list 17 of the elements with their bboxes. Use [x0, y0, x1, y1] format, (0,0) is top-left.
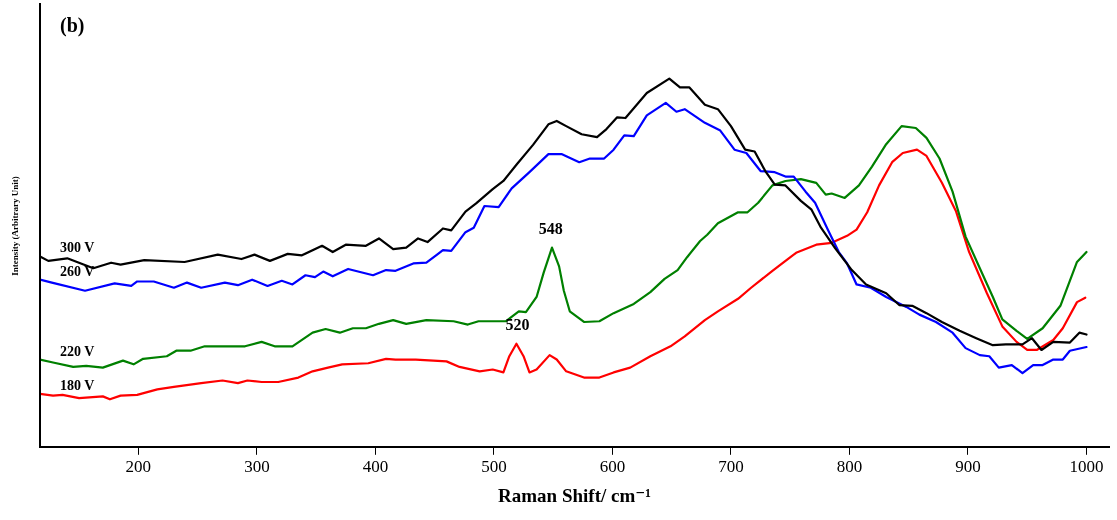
series-label: 220 V	[60, 343, 95, 359]
x-tick-label: 900	[955, 457, 981, 477]
series-label: 180 V	[60, 377, 95, 393]
x-tick-label: 800	[836, 457, 863, 477]
annotation: 520	[505, 315, 530, 333]
x-tick-label: 700	[718, 457, 744, 477]
x-tick-label: 400	[362, 457, 389, 477]
y-axis-title: Intensity (Arbitrary Unit)	[10, 176, 21, 276]
series-label: 300 V	[60, 240, 95, 256]
text: (b)	[60, 14, 85, 38]
x-tick-label: 600	[599, 457, 626, 477]
x-axis-title: Raman Shift/ cm⁻¹	[498, 484, 651, 506]
x-tick-label: 300	[244, 457, 270, 477]
x-tick-label: 1000	[1069, 457, 1104, 477]
x-tick-label: 200	[125, 457, 152, 477]
x-tick-label: 500	[481, 457, 507, 477]
annotation: 548	[538, 219, 563, 237]
